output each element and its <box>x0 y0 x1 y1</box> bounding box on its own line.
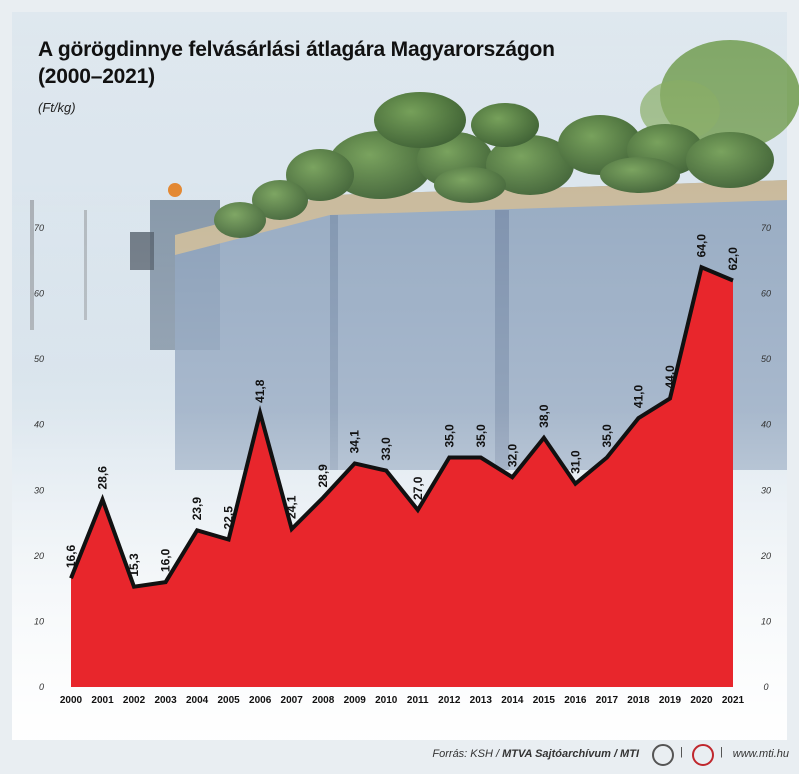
y-tick-label-left: 70 <box>34 223 44 233</box>
y-tick-label-left: 20 <box>33 551 44 561</box>
data-label: 64,0 <box>694 234 708 258</box>
x-tick-label: 2011 <box>407 695 429 706</box>
data-label: 23,9 <box>190 497 204 521</box>
x-tick-label: 2001 <box>91 695 114 706</box>
footer: Forrás: KSH / MTVA Sajtóarchívum / MTI |… <box>0 742 799 770</box>
x-tick-label: 2000 <box>60 695 83 706</box>
footer-separator-2: | <box>720 746 723 758</box>
y-axis-left: 0 10 20 30 40 50 60 70 <box>33 223 44 692</box>
x-tick-label: 2019 <box>659 695 682 706</box>
y-tick-label-left: 10 <box>34 616 44 626</box>
x-tick-label: 2017 <box>596 695 619 706</box>
y-axis-right: 0 10 20 30 40 50 60 70 <box>760 223 771 692</box>
x-tick-label: 2018 <box>627 695 650 706</box>
unit-label: (Ft/kg) <box>38 100 76 115</box>
y-tick-label-left: 60 <box>34 289 44 299</box>
source-prefix: Forrás: KSH / <box>432 748 503 760</box>
x-tick-label: 2004 <box>186 695 209 706</box>
source-credit: Forrás: KSH / MTVA Sajtóarchívum / MTI <box>432 748 639 760</box>
x-axis-labels: 2000 2001 2002 2003 2004 2005 2006 2007 2008 2009… <box>60 695 745 706</box>
chart-title-line1: A görögdinnye felvásárlási átlagára Magy… <box>38 38 555 61</box>
data-label: 35,0 <box>442 424 456 448</box>
source-archive: MTVA Sajtóarchívum / MTI <box>502 748 639 760</box>
y-tick-label-left: 40 <box>34 420 44 430</box>
chart-title-line2: (2000–2021) <box>38 65 155 88</box>
x-tick-label: 2015 <box>533 695 556 706</box>
x-tick-label: 2007 <box>281 695 304 706</box>
data-label: 41,0 <box>631 384 645 408</box>
series-line <box>69 264 734 589</box>
x-tick-label: 2020 <box>690 695 713 706</box>
data-label: 62,0 <box>726 247 740 271</box>
data-label: 15,3 <box>127 553 141 577</box>
y-tick-label-right: 20 <box>760 551 771 561</box>
y-tick-label-right: 50 <box>761 354 771 364</box>
data-labels: 16,6 28,6 15,3 16,0 23,9 22,5 41,8 24,1 28,9 34,1… <box>64 234 740 577</box>
y-tick-label-right: 0 <box>763 682 768 692</box>
background-photo <box>12 12 799 740</box>
x-tick-label: 2009 <box>344 695 367 706</box>
data-label: 28,6 <box>96 466 110 490</box>
data-label: 31,0 <box>568 450 582 474</box>
mtva-logo-icon <box>652 744 674 766</box>
area-layer <box>69 264 734 687</box>
data-label: 35,0 <box>600 424 614 448</box>
x-tick-label: 2003 <box>154 695 177 706</box>
y-tick-label-left: 30 <box>34 485 44 495</box>
y-tick-label-right: 30 <box>761 485 771 495</box>
chart-title: A görögdinnye felvásárlási átlagára Magy… <box>38 36 555 90</box>
data-label: 16,0 <box>159 548 173 572</box>
data-label: 22,5 <box>222 506 236 530</box>
x-tick-label: 2014 <box>501 695 524 706</box>
x-tick-label: 2008 <box>312 695 335 706</box>
footer-separator: | <box>680 746 683 758</box>
x-tick-label: 2016 <box>564 695 587 706</box>
data-label: 33,0 <box>379 437 393 461</box>
data-label: 41,8 <box>253 379 267 403</box>
data-label: 35,0 <box>474 424 488 448</box>
data-label: 16,6 <box>64 544 78 568</box>
y-tick-label-left: 0 <box>39 682 44 692</box>
data-label: 38,0 <box>537 404 551 428</box>
footer-url: www.mti.hu <box>732 748 789 760</box>
x-tick-label: 2012 <box>438 695 461 706</box>
y-tick-label-right: 40 <box>761 420 771 430</box>
y-tick-label-left: 50 <box>34 354 44 364</box>
data-label: 32,0 <box>505 443 519 467</box>
x-tick-label: 2021 <box>722 695 745 706</box>
data-label: 44,0 <box>663 365 677 389</box>
x-tick-label: 2010 <box>375 695 398 706</box>
y-tick-label-right: 60 <box>761 289 771 299</box>
x-tick-label: 2013 <box>470 695 493 706</box>
x-tick-label: 2005 <box>217 695 240 706</box>
x-tick-label: 2002 <box>123 695 146 706</box>
data-label: 28,9 <box>316 464 330 488</box>
x-tick-label: 2006 <box>249 695 272 706</box>
y-tick-label-right: 70 <box>761 223 771 233</box>
data-label: 24,1 <box>285 495 299 519</box>
y-tick-label-right: 10 <box>761 616 771 626</box>
data-label: 34,1 <box>348 430 362 454</box>
area-fill <box>71 267 733 687</box>
mti-logo-icon <box>692 744 714 766</box>
data-label: 27,0 <box>411 476 425 500</box>
